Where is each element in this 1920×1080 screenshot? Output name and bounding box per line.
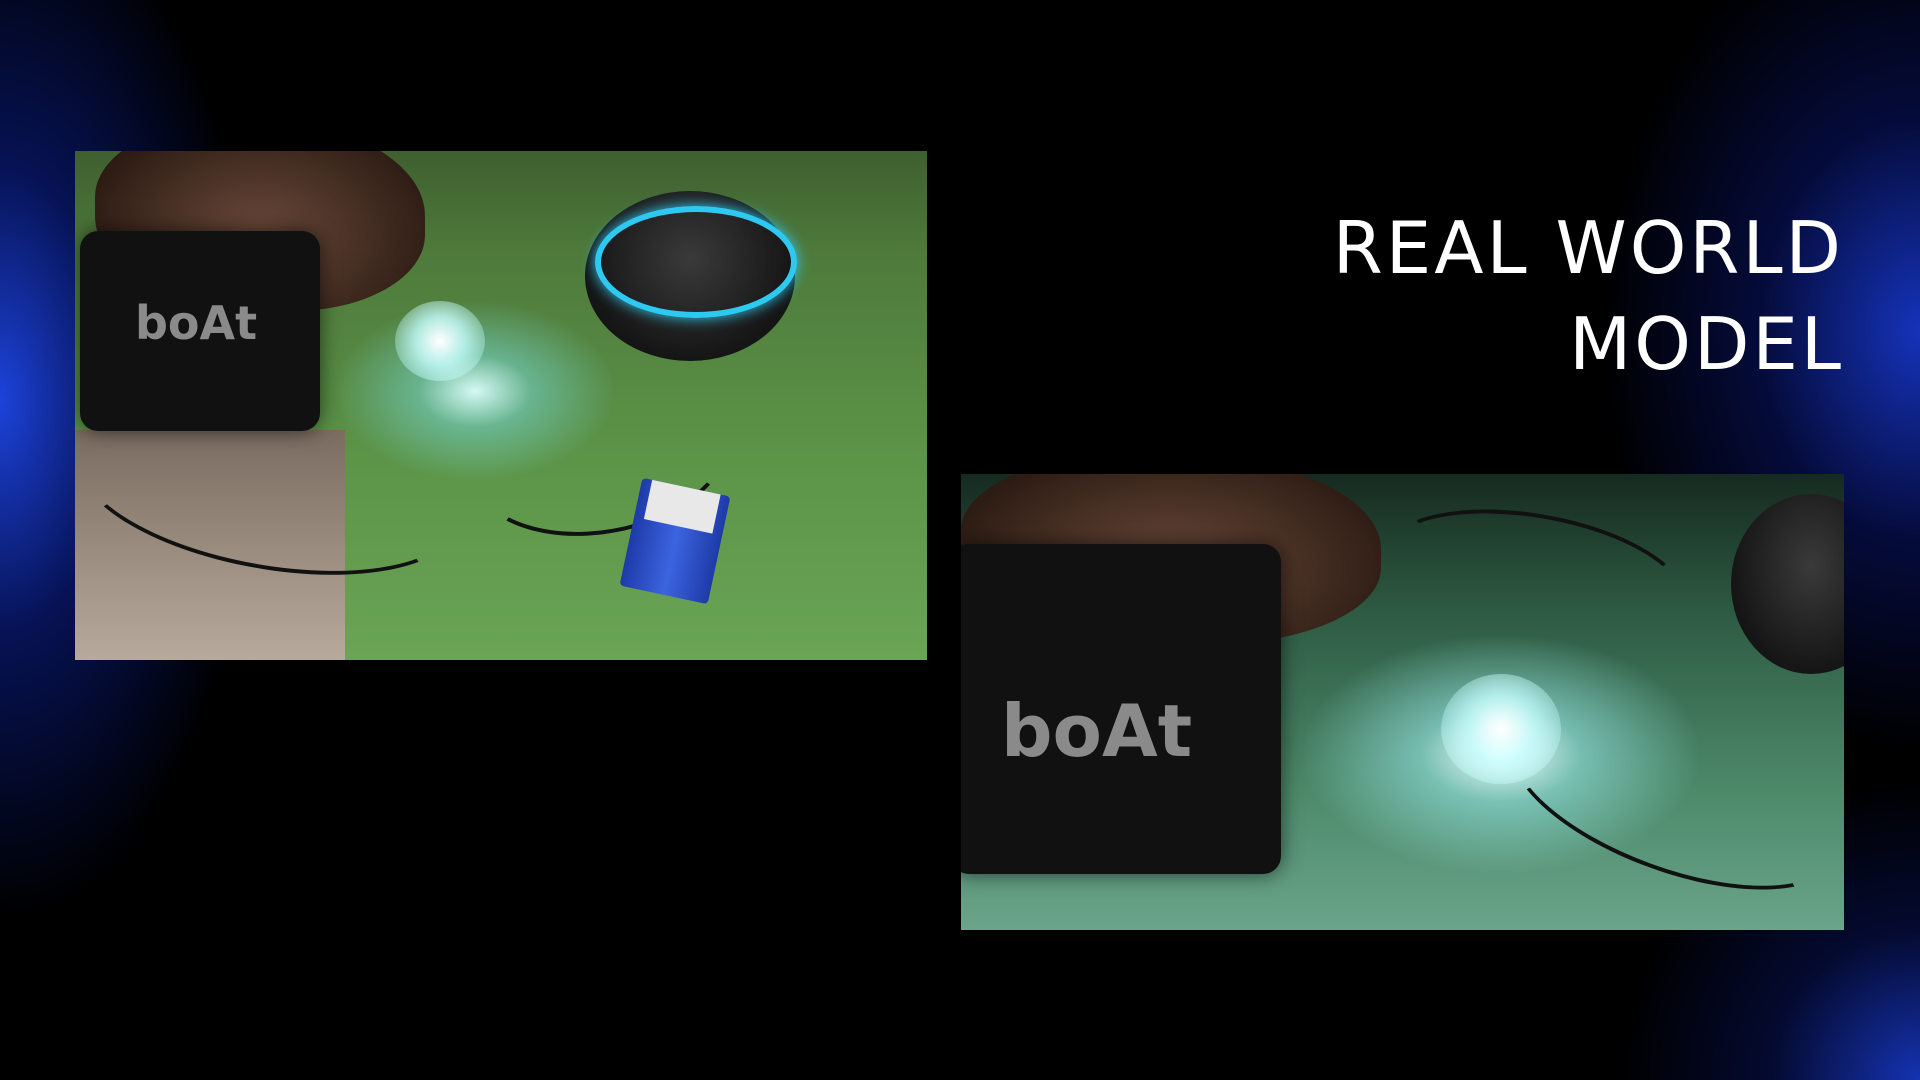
smart-speaker [1731,494,1844,674]
bluetooth-speaker: boAt [961,544,1281,874]
floor-area [75,430,345,660]
led-light [1441,674,1561,784]
slide-title: REAL WORLD MODEL [1333,200,1844,392]
speaker-brand-logo: boAt [1001,689,1193,773]
slide-title-line-1: REAL WORLD [1332,206,1844,290]
led-light [395,301,485,381]
wire [1372,488,1698,668]
smart-speaker-light-ring [595,206,797,318]
battery-label [643,479,721,534]
real-world-model-photo-2: boAt [961,474,1844,930]
real-world-model-photo-1: boAt [75,151,927,660]
slide-title-line-2: MODEL [1569,302,1844,386]
bluetooth-speaker: boAt [80,231,320,431]
speaker-brand-logo: boAt [135,296,258,350]
